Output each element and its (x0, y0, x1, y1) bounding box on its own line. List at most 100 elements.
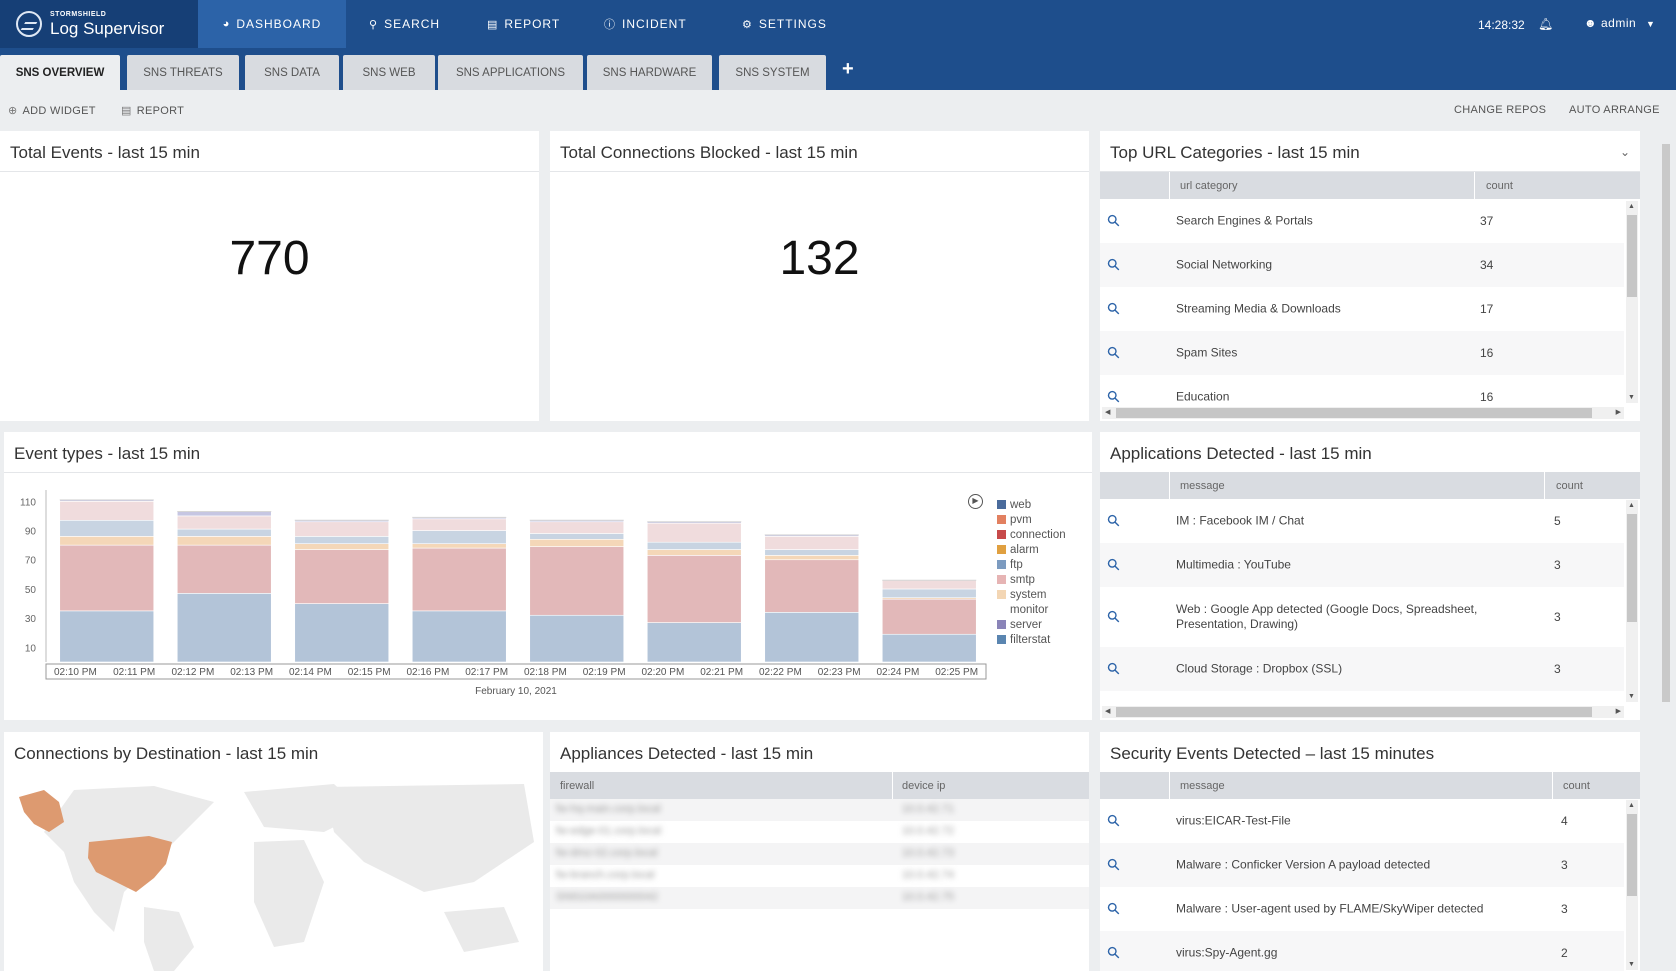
legend-item[interactable]: pvm (997, 512, 1066, 527)
column-header[interactable]: url category (1180, 180, 1238, 192)
table-row[interactable]: fw-edge-01.corp.local 10.0.42.72 (550, 821, 1089, 843)
appliances-widget: Appliances Detected - last 15 min firewa… (550, 732, 1089, 971)
legend-item[interactable]: connection (997, 527, 1066, 542)
table-row[interactable]: ⚲ Multimedia : YouTube 3 (1100, 543, 1624, 587)
tab-sns-threats[interactable]: SNS THREATS (127, 55, 239, 90)
add-tab-icon[interactable]: + (842, 58, 854, 80)
clock: 14:28:32 (1478, 18, 1525, 32)
tab-bar: SNS OVERVIEW SNS THREATS SNS DATA SNS WE… (0, 48, 1676, 90)
legend-item[interactable]: filterstat (997, 632, 1066, 647)
horizontal-scrollbar[interactable]: ◀ ▶ (1102, 407, 1624, 419)
column-header[interactable]: count (1563, 780, 1590, 792)
change-repos-button[interactable]: CHANGE REPOS (1454, 104, 1547, 116)
table-row[interactable]: ⚲ Streaming Media & Downloads 17 (1100, 287, 1624, 331)
legend-item[interactable]: system (997, 587, 1066, 602)
table-row[interactable]: fw-hq-main.corp.local 10.0.42.71 (550, 799, 1089, 821)
bar-segment-smtp (529, 521, 625, 534)
report-label: REPORT (136, 104, 185, 117)
table-row[interactable]: fw-dmz-02.corp.local 10.0.42.73 (550, 843, 1089, 865)
table-row[interactable]: ⚲ Search Engines & Portals 37 (1100, 199, 1624, 243)
magnifier-icon[interactable]: ⚲ (1104, 659, 1125, 680)
legend-item[interactable]: alarm (997, 542, 1066, 557)
tab-sns-overview[interactable]: SNS OVERVIEW (0, 55, 120, 90)
bar-segment-filterstat (764, 612, 860, 663)
column-header[interactable]: message (1180, 480, 1225, 492)
chart-legend: web pvm connection alarm ftp smtp system monito… (997, 497, 1066, 647)
auto-arrange-button[interactable]: AUTO ARRANGE (1569, 104, 1660, 116)
table-row[interactable]: ⚲ Education 16 (1100, 375, 1624, 419)
magnifier-icon[interactable]: ⚲ (1104, 855, 1125, 876)
chevron-down-icon[interactable]: ⌄ (1619, 145, 1630, 159)
vertical-scrollbar[interactable]: ▲ ▼ (1626, 500, 1638, 702)
widget-title: Security Events Detected – last 15 minut… (1110, 744, 1435, 763)
magnifier-icon[interactable]: ⚲ (1104, 943, 1125, 964)
table-row[interactable]: SN910A0000000042 10.0.42.75 (550, 887, 1089, 909)
tab-sns-hardware[interactable]: SNS HARDWARE (587, 55, 712, 90)
bell-icon[interactable]: 🔔︎ (1538, 17, 1554, 31)
legend-swatch (997, 545, 1006, 554)
table-row[interactable]: ⚲ IM : Facebook IM / Chat 5 (1100, 499, 1624, 543)
table-row[interactable]: ⚲ virus:Spy-Agent.gg 2 (1100, 931, 1624, 971)
column-header[interactable]: message (1180, 780, 1225, 792)
x-tick-label: 02:24 PM (876, 667, 919, 678)
table-row[interactable]: ⚲ Malware : User-agent used by FLAME/SkyW… (1100, 887, 1624, 931)
magnifier-icon[interactable]: ⚲ (1104, 811, 1125, 832)
table-row[interactable]: ⚲ Web : Google App detected (Google Docs,… (1100, 587, 1624, 647)
bar-segment-ftp (176, 528, 272, 537)
nav-dashboard[interactable]: ◕ DASHBOARD (198, 0, 346, 48)
column-header[interactable]: count (1556, 480, 1583, 492)
tab-sns-system[interactable]: SNS SYSTEM (719, 55, 826, 90)
x-tick-label: 02:21 PM (700, 667, 743, 678)
bar-segment-ftp (764, 549, 860, 556)
chevron-down-icon: ▼ (1646, 19, 1656, 29)
tab-sns-data[interactable]: SNS DATA (245, 55, 339, 90)
magnifier-icon[interactable]: ⚲ (1104, 511, 1125, 532)
brand[interactable]: STORMSHIELD Log Supervisor (0, 0, 198, 48)
world-map[interactable] (4, 772, 543, 971)
magnifier-icon[interactable]: ⚲ (1104, 255, 1125, 276)
legend-swatch (997, 590, 1006, 599)
row-count: 3 (1554, 662, 1561, 676)
nav-incident[interactable]: ⓘ INCIDENT (604, 0, 687, 48)
magnifier-icon[interactable]: ⚲ (1104, 607, 1125, 628)
table-row[interactable]: ⚲ Spam Sites 16 (1100, 331, 1624, 375)
legend-item[interactable]: server (997, 617, 1066, 632)
user-menu[interactable]: ☻ admin ▼ (1584, 16, 1655, 30)
table-row[interactable]: ⚲ Social Networking 34 (1100, 243, 1624, 287)
magnifier-icon[interactable]: ⚲ (1104, 899, 1125, 920)
security-events-widget: Security Events Detected – last 15 minut… (1100, 732, 1640, 971)
legend-item[interactable]: web (997, 497, 1066, 512)
nav-settings[interactable]: ⚙ SETTINGS (742, 0, 827, 48)
horizontal-scrollbar[interactable]: ◀ ▶ (1102, 706, 1624, 718)
legend-item[interactable]: monitor (997, 602, 1066, 617)
legend-item[interactable]: ftp (997, 557, 1066, 572)
magnifier-icon[interactable]: ⚲ (1104, 387, 1125, 408)
nav-report[interactable]: ▤ REPORT (487, 0, 560, 48)
table-row[interactable]: fw-branch.corp.local 10.0.42.74 (550, 865, 1089, 887)
table-row[interactable]: ⚲ Malware : Conficker Version A payload d… (1100, 843, 1624, 887)
vertical-scrollbar[interactable]: ▲ ▼ (1626, 800, 1638, 970)
add-widget-button[interactable]: ⊕ ADD WIDGET (8, 104, 96, 118)
x-tick-label: 02:14 PM (289, 667, 332, 678)
row-count: 2 (1561, 946, 1568, 960)
tab-sns-web[interactable]: SNS WEB (343, 55, 435, 90)
column-header[interactable]: device ip (902, 780, 946, 792)
page-scrollbar[interactable] (1660, 134, 1672, 964)
x-tick-label: 02:13 PM (230, 667, 273, 678)
table-row[interactable]: ⚲ virus:EICAR-Test-File 4 (1100, 799, 1624, 843)
report-button[interactable]: ▤ REPORT (121, 104, 185, 118)
column-header[interactable]: count (1486, 180, 1513, 192)
magnifier-icon[interactable]: ⚲ (1104, 211, 1125, 232)
bar-segment-filterstat (294, 603, 390, 663)
nav-search[interactable]: ⚲ SEARCH (369, 0, 440, 48)
column-header[interactable]: firewall (560, 780, 595, 792)
legend-item[interactable]: smtp (997, 572, 1066, 587)
magnifier-icon[interactable]: ⚲ (1104, 555, 1125, 576)
play-icon[interactable]: ▶ (968, 494, 983, 509)
magnifier-icon[interactable]: ⚲ (1104, 299, 1125, 320)
tab-sns-applications[interactable]: SNS APPLICATIONS (438, 55, 583, 90)
table-row[interactable]: ⚲ Cloud Storage : Dropbox (SSL) 3 (1100, 647, 1624, 691)
vertical-scrollbar[interactable]: ▲ ▼ (1626, 201, 1638, 403)
legend-label: filterstat (1010, 633, 1051, 646)
magnifier-icon[interactable]: ⚲ (1104, 343, 1125, 364)
